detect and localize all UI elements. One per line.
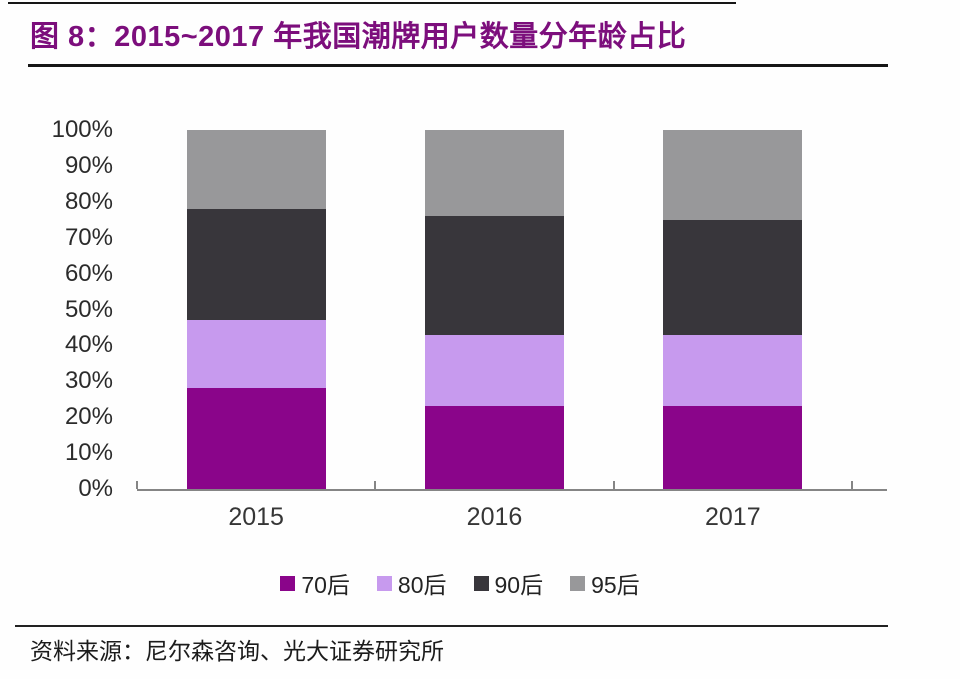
- bar-segment-2015-80后: [186, 320, 326, 389]
- figure-title: 图 8：2015~2017 年我国潮牌用户数量分年龄占比: [30, 21, 687, 53]
- source-divider: [15, 625, 888, 627]
- legend-swatch-icon: [376, 575, 392, 591]
- legend-swatch-icon: [570, 575, 586, 591]
- y-axis-tick-label: 10%: [64, 439, 113, 467]
- source-text: 资料来源：尼尔森咨询、光大证券研究所: [30, 639, 444, 665]
- x-axis-tick-mark: [612, 481, 615, 489]
- y-axis-tick-label: 50%: [64, 295, 113, 323]
- bar-segment-2015-95后: [186, 130, 326, 209]
- legend-swatch-icon: [473, 575, 489, 591]
- y-axis-tick-label: 20%: [64, 403, 113, 431]
- bar-segment-2015-70后: [186, 388, 326, 489]
- bar-segment-2016-80后: [424, 334, 564, 407]
- x-axis-label-2015: 2015: [228, 503, 284, 531]
- x-axis-line: [137, 489, 887, 491]
- bar-segment-2015-90后: [186, 209, 326, 321]
- top-divider: [8, 2, 736, 4]
- legend-swatch-icon: [280, 575, 296, 591]
- bar-segment-2016-70后: [424, 406, 564, 489]
- y-axis-labels: 0% 10% 20% 30% 40% 50% 60% 70% 80% 90% 100%: [0, 118, 113, 501]
- legend-label: 95后: [591, 572, 640, 598]
- legend-label: 70后: [301, 572, 350, 598]
- plot-area: [137, 130, 852, 489]
- legend-item-70后: 70后: [280, 566, 350, 600]
- bar-2016: [424, 130, 564, 489]
- y-axis-tick-label: 90%: [64, 151, 113, 179]
- x-axis-labels: 2015 2016 2017: [137, 503, 852, 532]
- x-axis-tick-mark: [374, 481, 377, 489]
- y-axis-tick-label: 30%: [64, 367, 113, 395]
- title-divider: [28, 64, 888, 67]
- y-axis-tick-label: 0%: [78, 475, 113, 502]
- x-axis-ticks: [136, 481, 853, 489]
- legend-item-80后: 80后: [376, 566, 447, 600]
- x-axis-label-2017: 2017: [705, 503, 761, 531]
- legend-item-95后: 95后: [570, 566, 640, 600]
- bar-segment-2017-80后: [663, 334, 803, 407]
- bar-segment-2017-95后: [663, 130, 803, 220]
- bar-segment-2016-95后: [424, 130, 564, 217]
- y-axis-tick-label: 100%: [51, 116, 113, 143]
- y-axis-tick-label: 70%: [64, 223, 113, 251]
- x-axis-tick-mark: [851, 481, 853, 489]
- y-axis-tick-label: 40%: [64, 331, 113, 359]
- y-axis-tick-label: 60%: [64, 259, 113, 287]
- legend-label: 90后: [494, 572, 544, 598]
- bar-segment-2016-90后: [424, 216, 564, 335]
- bar-segment-2017-70后: [663, 406, 803, 489]
- x-axis-label-2016: 2016: [466, 503, 523, 531]
- legend-item-90后: 90后: [473, 566, 544, 600]
- legend-label: 80后: [397, 572, 447, 598]
- bar-segment-2017-90后: [663, 219, 803, 335]
- chart-legend: 70后 80后 90后 95后: [0, 566, 920, 600]
- bar-2015: [186, 130, 326, 489]
- x-axis-tick-mark: [136, 481, 138, 489]
- bar-2017: [663, 130, 803, 489]
- y-axis-tick-label: 80%: [64, 187, 113, 215]
